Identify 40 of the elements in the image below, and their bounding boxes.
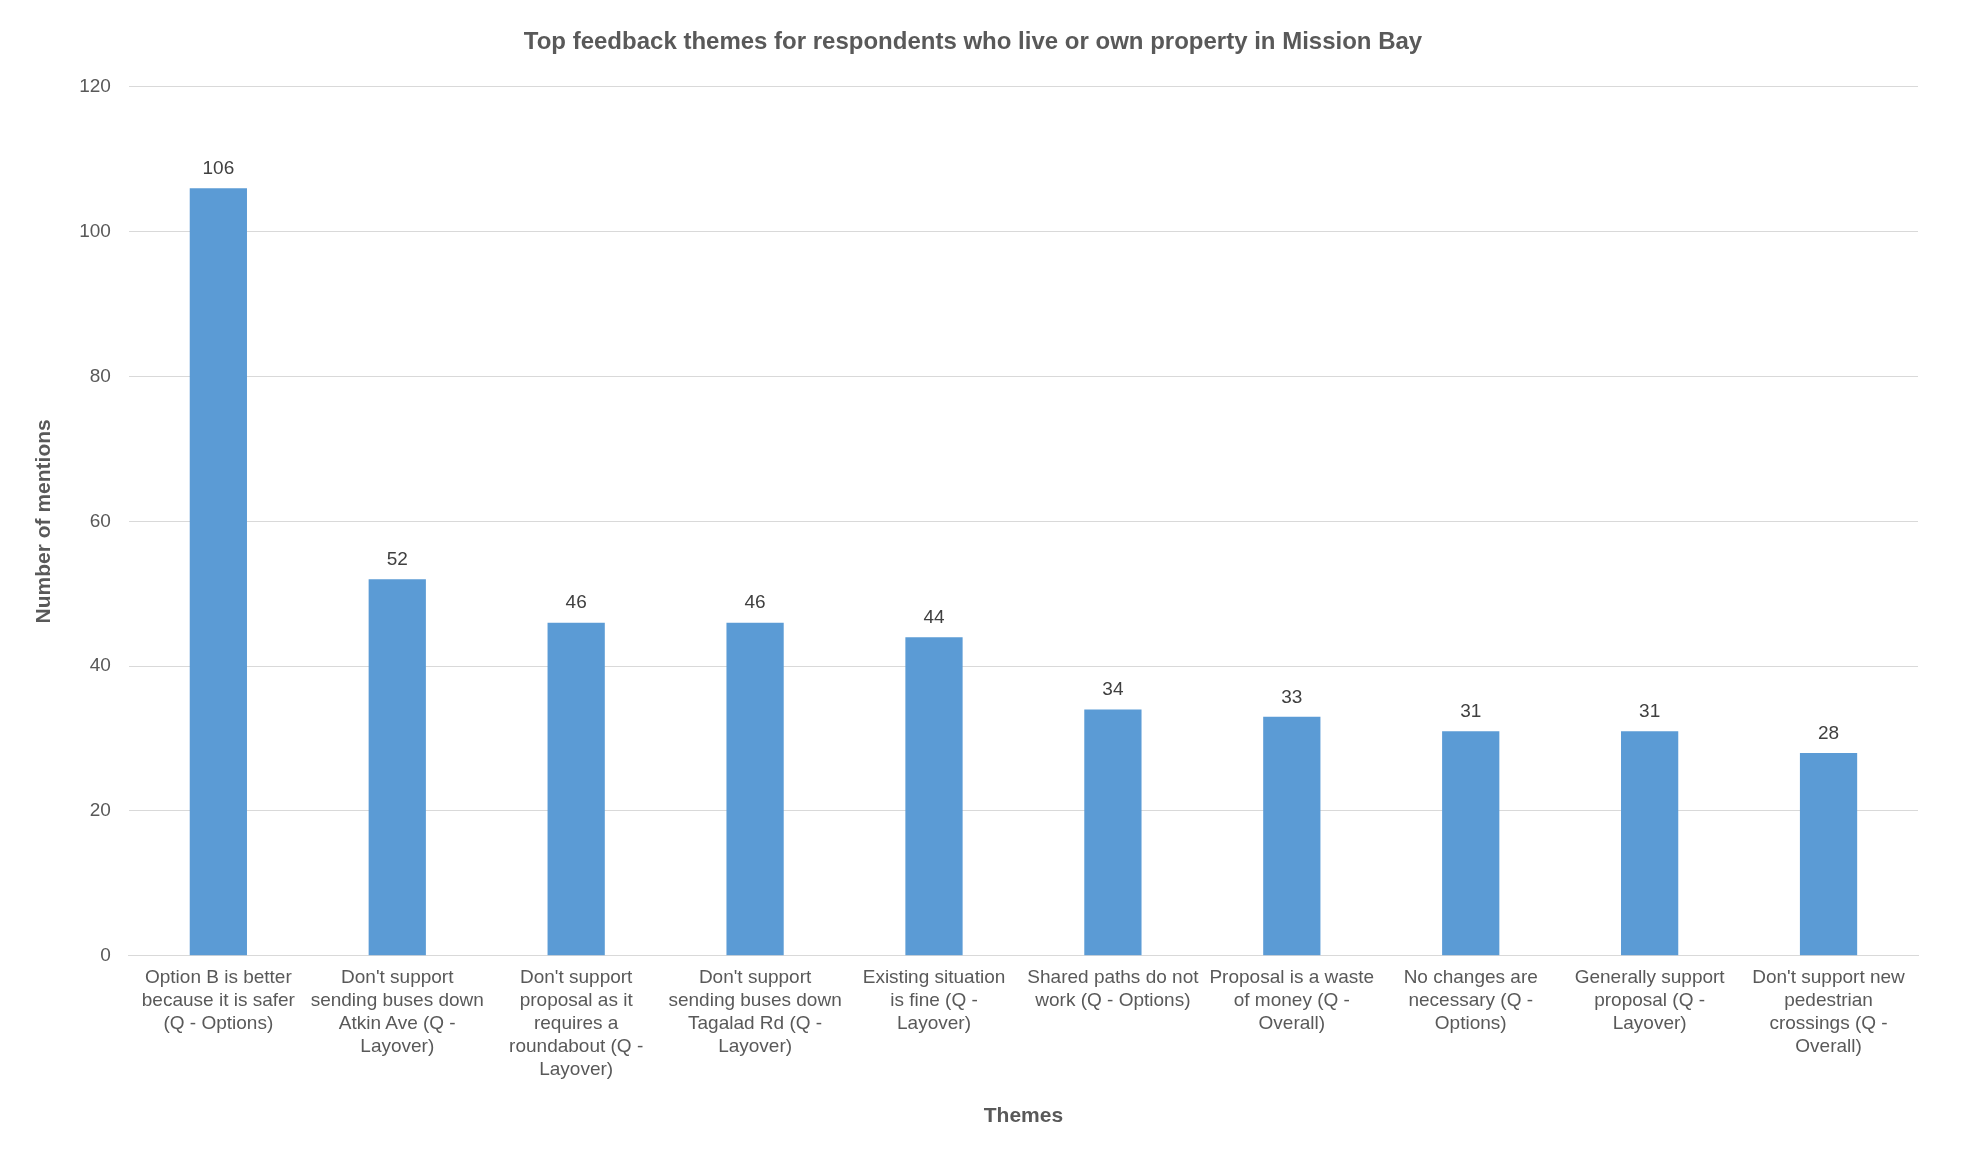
x-tick-label: Don't support new pedestrian crossings (Q - Overall) xyxy=(1752,966,1906,1056)
y-axis-title: Number of mentions xyxy=(31,419,55,624)
x-tick-label: Generally support proposal (Q - Layover) xyxy=(1574,966,1726,1034)
y-tick-label: 60 xyxy=(89,509,111,531)
x-tick-label: Existing situation is fine (Q - Layover) xyxy=(862,966,1006,1034)
data-label: 31 xyxy=(1639,700,1661,722)
x-tick-label: Don't support proposal as it requires a roundabout (Q - Layover) xyxy=(509,966,644,1079)
x-tick-label: Don't support sending buses down Tagalad Rd (Q - Layover) xyxy=(668,966,842,1056)
x-axis-title: Themes xyxy=(983,1103,1064,1127)
chart-title: Top feedback themes for respondents who live or own property in Mission Bay xyxy=(523,27,1423,55)
bar xyxy=(1621,731,1679,956)
data-label: 33 xyxy=(1281,685,1303,707)
y-tick-label: 80 xyxy=(89,364,111,386)
data-label: 31 xyxy=(1460,700,1482,722)
bar xyxy=(726,622,784,956)
bar xyxy=(1263,716,1321,956)
bar xyxy=(547,622,605,956)
y-tick-label: 0 xyxy=(100,944,111,966)
x-tick-label: Shared paths do not work (Q - Options) xyxy=(1027,966,1200,1011)
x-tick-label: Proposal is a waste of money (Q - Overall) xyxy=(1209,966,1375,1034)
bar xyxy=(1084,709,1142,956)
x-tick-label: No changes are necessary (Q - Options) xyxy=(1403,966,1538,1034)
data-label: 46 xyxy=(744,591,766,613)
data-label: 46 xyxy=(565,591,587,613)
bar xyxy=(368,579,426,956)
y-tick-label: 20 xyxy=(89,799,111,821)
y-tick-label: 120 xyxy=(79,75,111,97)
data-label: 44 xyxy=(923,605,945,627)
x-tick-label: Option B is better because it is safer (Q - Options) xyxy=(141,966,296,1034)
data-label: 28 xyxy=(1817,721,1840,743)
y-tick-label: 40 xyxy=(89,654,111,676)
y-tick-label: 100 xyxy=(79,219,111,241)
data-label: 34 xyxy=(1102,678,1124,700)
x-tick-label: Don't support sending buses down Atkin Ave (Q - Layover) xyxy=(310,966,484,1056)
data-label: 52 xyxy=(386,547,408,569)
data-label: 106 xyxy=(202,156,235,178)
bar xyxy=(189,188,247,956)
bar xyxy=(1442,731,1500,956)
bar xyxy=(1799,753,1858,956)
bar xyxy=(905,637,963,956)
